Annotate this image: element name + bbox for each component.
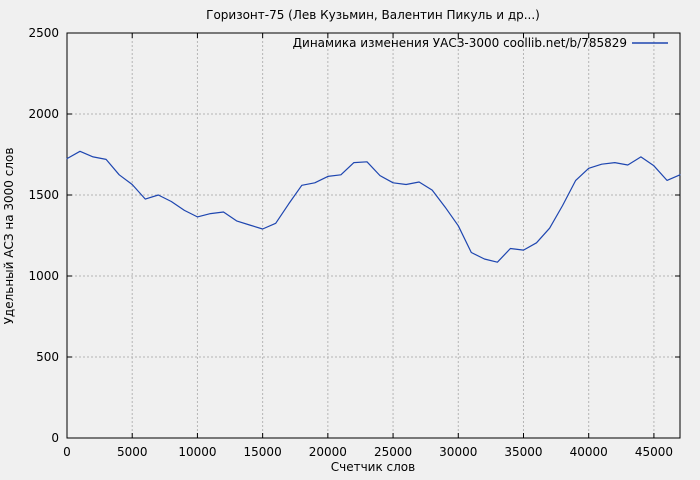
y-tick-label: 2000 xyxy=(28,107,59,121)
x-tick-label: 35000 xyxy=(504,445,542,459)
legend-label: Динамика изменения УАСЗ-3000 coollib.net… xyxy=(293,36,627,50)
chart-title: Горизонт-75 (Лев Кузьмин, Валентин Пикул… xyxy=(206,8,540,22)
y-axis-label: Удельный АСЗ на 3000 слов xyxy=(2,148,16,325)
axis-ticks xyxy=(66,32,680,439)
tick-labels: 0 5000 10000 15000 20000 25000 30000 35000 40000… xyxy=(28,26,673,459)
x-tick-label: 45000 xyxy=(635,445,673,459)
x-tick-label: 40000 xyxy=(570,445,608,459)
plot-border xyxy=(66,32,681,439)
x-tick-label: 10000 xyxy=(178,445,216,459)
y-tick-label: 2500 xyxy=(28,26,59,40)
x-axis-label: Счетчик слов xyxy=(331,460,415,474)
x-tick-label: 25000 xyxy=(374,445,412,459)
x-tick-label: 5000 xyxy=(117,445,148,459)
x-tick-label: 15000 xyxy=(244,445,282,459)
x-tick-label: 0 xyxy=(63,445,71,459)
x-tick-label: 20000 xyxy=(309,445,347,459)
x-tick-label: 30000 xyxy=(439,445,477,459)
data-line xyxy=(66,150,681,263)
y-tick-label: 1000 xyxy=(28,269,59,283)
y-tick-label: 0 xyxy=(51,431,59,445)
gridlines xyxy=(67,33,680,438)
y-tick-label: 1500 xyxy=(28,188,59,202)
y-tick-label: 500 xyxy=(36,350,59,364)
